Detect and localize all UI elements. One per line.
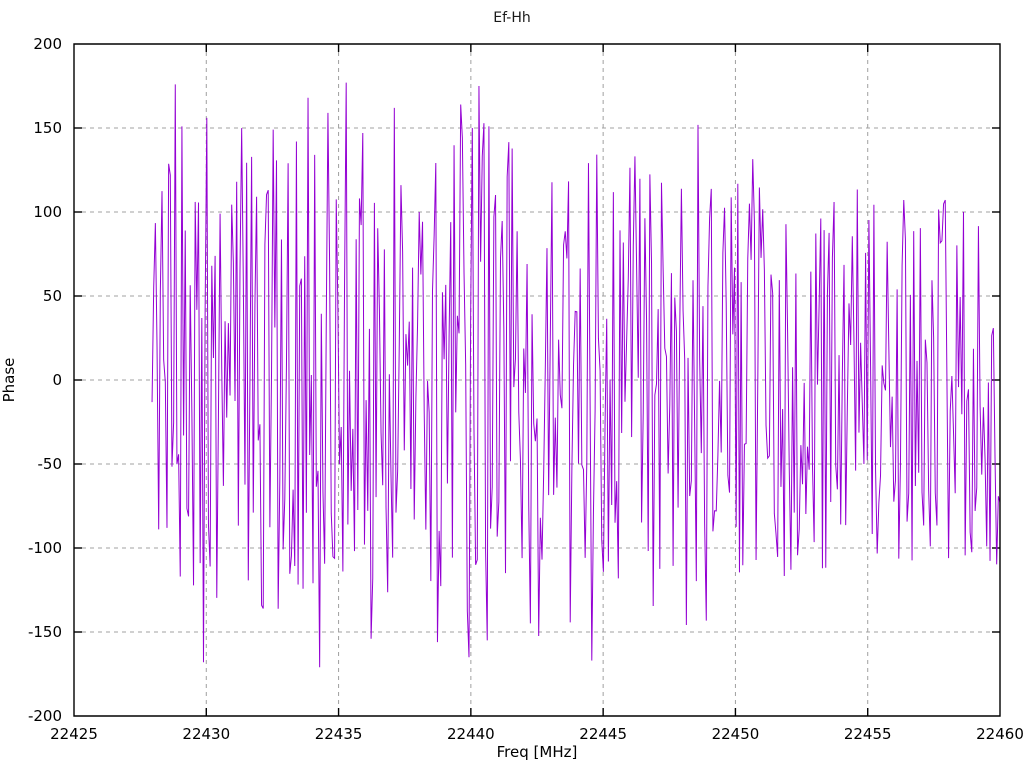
y-tick-label: -150 <box>28 623 62 641</box>
x-tick-label: 22455 <box>844 725 892 743</box>
x-tick-label: 22440 <box>447 725 495 743</box>
y-axis-tick-labels: -200 -150 -100 -50 0 50 100 150 200 <box>28 35 62 725</box>
x-axis-title: Freq [MHz] <box>497 743 578 761</box>
x-tick-label: 22435 <box>315 725 363 743</box>
y-tick-label: -50 <box>38 455 63 473</box>
data-series-group <box>151 82 1000 668</box>
y-tick-label: 200 <box>33 35 62 53</box>
x-tick-label: 22430 <box>182 725 230 743</box>
data-series-line <box>151 82 1000 668</box>
y-tick-label: 100 <box>33 203 62 221</box>
y-tick-label: 0 <box>52 371 62 389</box>
y-tick-label: 50 <box>43 287 62 305</box>
chart-title: Ef-Hh <box>493 10 530 26</box>
x-tick-label: 22450 <box>712 725 760 743</box>
y-tick-label: 150 <box>33 119 62 137</box>
y-tick-label: -100 <box>28 539 62 557</box>
axis-ticks <box>74 44 1000 716</box>
x-axis-tick-labels: 22425 22430 22435 22440 22445 22450 22455 22460 <box>50 725 1024 743</box>
x-tick-label: 22445 <box>579 725 627 743</box>
x-tick-label: 22425 <box>50 725 98 743</box>
y-axis-title: Phase <box>0 358 18 403</box>
gridlines <box>74 44 1000 716</box>
x-tick-label: 22460 <box>976 725 1024 743</box>
y-tick-label: -200 <box>28 707 62 725</box>
plot-frame <box>73 43 1001 717</box>
